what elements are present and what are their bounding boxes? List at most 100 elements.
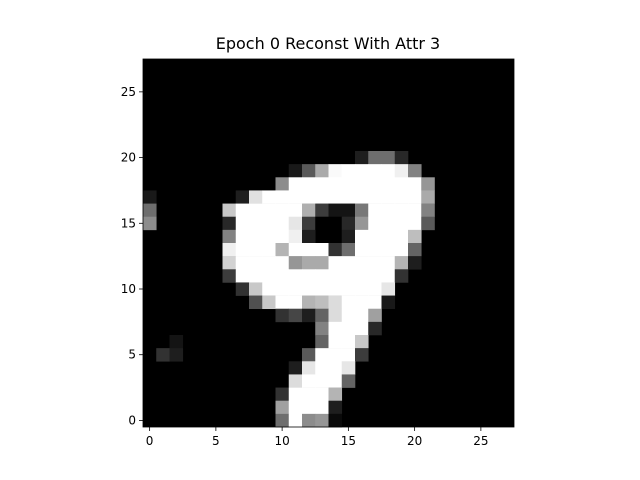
heatmap-cell	[288, 269, 303, 283]
heatmap-cell	[368, 308, 382, 323]
heatmap-cell	[341, 203, 356, 218]
x-tick-label: 15	[341, 434, 356, 448]
heatmap-cell	[421, 177, 435, 191]
heatmap-cell	[302, 269, 316, 283]
heatmap-cell	[302, 295, 316, 310]
heatmap-cell	[275, 282, 290, 296]
heatmap-cell	[355, 269, 369, 283]
y-tick-label: 0	[128, 413, 136, 427]
heatmap-cell	[368, 282, 382, 296]
heatmap-cell	[143, 190, 157, 204]
heatmap-cell	[249, 229, 263, 244]
heatmap-cell	[328, 295, 343, 310]
heatmap-cell	[408, 229, 422, 244]
heatmap-cell	[315, 269, 329, 283]
heatmap-cell	[302, 400, 316, 415]
heatmap-cell	[275, 387, 290, 402]
heatmap-cell	[288, 413, 303, 428]
heatmap-cell	[249, 203, 263, 218]
heatmap-cell	[394, 243, 409, 257]
heatmap-cell	[355, 151, 369, 165]
heatmap-cell	[315, 348, 329, 362]
heatmap-cell	[394, 203, 409, 218]
heatmap-cell	[302, 216, 316, 231]
heatmap-cell	[328, 387, 343, 402]
heatmap-cell	[262, 256, 276, 270]
heatmap-cell	[249, 295, 263, 310]
heatmap-cell	[249, 243, 263, 257]
heatmap-cell	[315, 190, 329, 204]
heatmap-cell	[328, 413, 343, 428]
heatmap-cell	[381, 151, 396, 165]
heatmap-cell	[368, 229, 382, 244]
heatmap-cell	[222, 243, 237, 257]
heatmap-cell	[235, 203, 250, 218]
heatmap-cell	[394, 216, 409, 231]
heatmap-cell	[355, 256, 369, 270]
heatmap-cell	[222, 256, 237, 270]
heatmap-cell	[328, 308, 343, 323]
heatmap-cell	[328, 256, 343, 270]
heatmap-cell	[341, 216, 356, 231]
heatmap-cell	[275, 177, 290, 191]
y-tick-label: 25	[121, 85, 136, 99]
heatmap-cell	[328, 400, 343, 415]
heatmap-cell	[288, 203, 303, 218]
heatmap-cell	[341, 190, 356, 204]
heatmap-cell	[341, 177, 356, 191]
heatmap-cell	[408, 203, 422, 218]
heatmap-cell	[381, 256, 396, 270]
heatmap-cell	[249, 269, 263, 283]
heatmap-cell	[328, 361, 343, 375]
heatmap-cell	[302, 413, 316, 428]
heatmap-cell	[394, 229, 409, 244]
heatmap-cell	[355, 282, 369, 296]
heatmap-cell	[249, 190, 263, 204]
heatmap-cell	[249, 282, 263, 296]
heatmap-cell	[315, 282, 329, 296]
heatmap-cell	[408, 243, 422, 257]
heatmap-cell	[169, 335, 184, 349]
heatmap-cell	[394, 151, 409, 165]
heatmap-cell	[262, 203, 276, 218]
heatmap-cell	[368, 295, 382, 310]
heatmap-cell	[315, 361, 329, 375]
y-tick-label: 5	[128, 348, 136, 362]
heatmap-cell	[408, 190, 422, 204]
heatmap-cell	[315, 400, 329, 415]
heatmap-cell	[394, 269, 409, 283]
x-tick-label: 0	[146, 434, 154, 448]
heatmap-cell	[235, 243, 250, 257]
x-tick-label: 20	[407, 434, 422, 448]
heatmap-cell	[341, 243, 356, 257]
heatmap-cell	[315, 387, 329, 402]
heatmap-cell	[169, 348, 184, 362]
heatmap-cell	[421, 216, 435, 231]
heatmap-cell	[408, 164, 422, 178]
heatmap-cell	[288, 243, 303, 257]
heatmap-cell	[288, 387, 303, 402]
x-tick-label: 10	[274, 434, 289, 448]
heatmap-cell	[368, 190, 382, 204]
heatmap-cell	[288, 164, 303, 178]
heatmap-cell	[249, 216, 263, 231]
heatmap-cell	[355, 348, 369, 362]
heatmap-cell	[302, 361, 316, 375]
heatmap-cell	[421, 203, 435, 218]
heatmap-cell	[302, 203, 316, 218]
heatmap-cell	[368, 203, 382, 218]
heatmap-cell	[302, 177, 316, 191]
heatmap-cell	[355, 308, 369, 323]
heatmap-cell	[341, 229, 356, 244]
heatmap-cell	[288, 361, 303, 375]
heatmap-cell	[381, 216, 396, 231]
heatmap-cell	[302, 348, 316, 362]
heatmap-cell	[302, 256, 316, 270]
heatmap-cell	[394, 190, 409, 204]
heatmap-cell	[328, 335, 343, 349]
heatmap-cell	[408, 177, 422, 191]
heatmap-cell	[275, 190, 290, 204]
heatmap-cell	[381, 243, 396, 257]
heatmap-cell	[355, 190, 369, 204]
heatmap-cell	[302, 387, 316, 402]
